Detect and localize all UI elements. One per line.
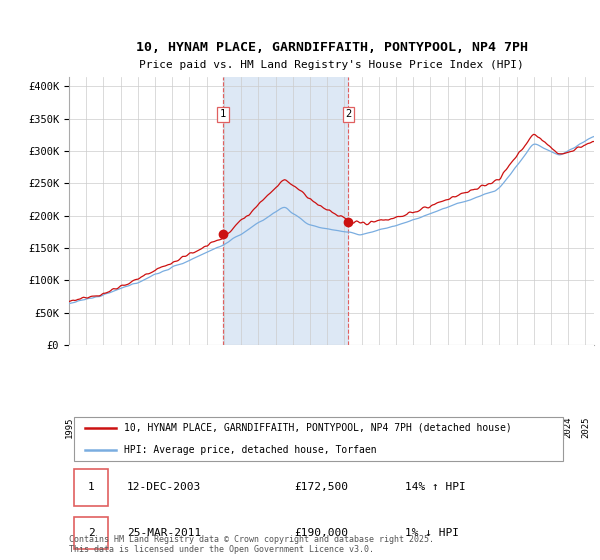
FancyBboxPatch shape — [74, 469, 109, 506]
Text: 2: 2 — [88, 528, 95, 538]
Text: 1% ↓ HPI: 1% ↓ HPI — [405, 528, 459, 538]
Text: HPI: Average price, detached house, Torfaen: HPI: Average price, detached house, Torf… — [124, 445, 377, 455]
Text: 25-MAR-2011: 25-MAR-2011 — [127, 528, 201, 538]
Text: 12-DEC-2003: 12-DEC-2003 — [127, 482, 201, 492]
Text: 1: 1 — [220, 109, 226, 119]
Text: 10, HYNAM PLACE, GARNDIFFAITH, PONTYPOOL, NP4 7PH (detached house): 10, HYNAM PLACE, GARNDIFFAITH, PONTYPOOL… — [124, 423, 512, 433]
Text: £190,000: £190,000 — [295, 528, 349, 538]
FancyBboxPatch shape — [74, 417, 563, 461]
Text: Contains HM Land Registry data © Crown copyright and database right 2025.
This d: Contains HM Land Registry data © Crown c… — [69, 535, 434, 554]
Text: 14% ↑ HPI: 14% ↑ HPI — [405, 482, 466, 492]
Bar — [223, 77, 349, 345]
FancyBboxPatch shape — [74, 517, 109, 549]
Text: 1: 1 — [88, 482, 95, 492]
Text: 10, HYNAM PLACE, GARNDIFFAITH, PONTYPOOL, NP4 7PH: 10, HYNAM PLACE, GARNDIFFAITH, PONTYPOOL… — [136, 41, 527, 54]
Text: Price paid vs. HM Land Registry's House Price Index (HPI): Price paid vs. HM Land Registry's House … — [139, 60, 524, 70]
Text: 2: 2 — [345, 109, 352, 119]
Text: £172,500: £172,500 — [295, 482, 349, 492]
